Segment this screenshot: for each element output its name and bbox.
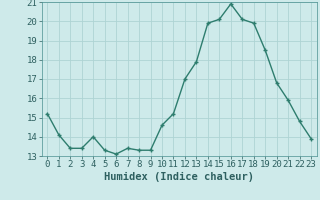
X-axis label: Humidex (Indice chaleur): Humidex (Indice chaleur) xyxy=(104,172,254,182)
